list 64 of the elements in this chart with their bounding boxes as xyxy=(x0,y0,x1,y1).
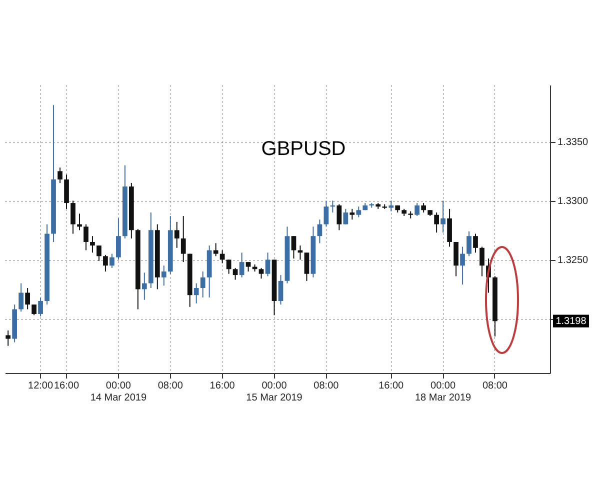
candlestick xyxy=(96,245,102,262)
candlestick xyxy=(32,304,36,316)
candlestick xyxy=(38,296,43,317)
candlestick xyxy=(258,267,264,280)
annotation: 1.3198 xyxy=(556,316,587,328)
candlestick xyxy=(161,265,166,286)
candlestick xyxy=(466,230,472,257)
candlestick xyxy=(58,167,62,184)
x-tick-label: 12:00 xyxy=(28,380,54,392)
candlestick xyxy=(174,221,180,248)
candlestick xyxy=(356,206,362,218)
candlestick xyxy=(6,330,11,346)
candlestick xyxy=(304,252,310,282)
candlestick xyxy=(70,200,76,234)
y-tick-label: 1.3250 xyxy=(558,255,589,266)
candlestick xyxy=(388,200,394,212)
candlestick xyxy=(18,282,24,312)
candlestick xyxy=(180,216,186,263)
candlestick xyxy=(434,212,439,234)
candlestick xyxy=(25,288,30,310)
candlestick xyxy=(480,246,484,277)
candlestick xyxy=(90,236,95,254)
candlestick xyxy=(213,242,218,257)
candlestick xyxy=(64,174,69,210)
candlestick xyxy=(239,252,244,278)
candlestick xyxy=(84,224,88,251)
y-tick-label: 1.3300 xyxy=(558,196,589,208)
y-tick-label: 1.3350 xyxy=(558,137,589,148)
candlestick xyxy=(336,204,342,231)
candlestick xyxy=(226,259,232,274)
candlestick xyxy=(440,200,446,234)
candlestick xyxy=(350,208,355,220)
candlestick xyxy=(343,208,348,225)
candlestick xyxy=(246,262,251,272)
candlestick xyxy=(454,241,458,277)
x-tick-label: 00:00 18 Mar 2019 xyxy=(414,380,472,404)
candlestick xyxy=(447,208,452,248)
candlestick xyxy=(265,252,270,277)
x-tick-label: 00:00 14 Mar 2019 xyxy=(90,380,147,404)
text: GBPUSD xyxy=(261,138,346,160)
candlestick xyxy=(220,250,225,264)
x-tick-label: 16:00 xyxy=(54,380,80,392)
candlestick xyxy=(194,282,199,304)
candlestick xyxy=(324,200,329,228)
candlestick xyxy=(110,253,114,268)
candlestick xyxy=(298,245,303,260)
candlestick xyxy=(473,233,478,254)
candlestick xyxy=(278,274,284,306)
candlestick xyxy=(116,218,121,260)
candlestick xyxy=(460,246,465,285)
x-tick-label: 16:00 xyxy=(378,380,404,392)
x-tick-label: 16:00 xyxy=(210,380,236,392)
candlestick xyxy=(414,202,420,217)
candlestick xyxy=(232,267,238,280)
candlestick xyxy=(200,270,206,298)
x-tick-label: 00:00 15 Mar 2019 xyxy=(246,380,303,404)
candlestick xyxy=(103,254,108,272)
candlestick xyxy=(317,219,322,244)
candlestick xyxy=(142,272,147,300)
x-tick-label: 08:00 xyxy=(314,380,340,392)
candlestick xyxy=(291,236,296,260)
x-tick-label: 08:00 xyxy=(482,380,508,392)
x-tick-label: 08:00 xyxy=(158,380,184,392)
candlestick xyxy=(421,202,426,213)
